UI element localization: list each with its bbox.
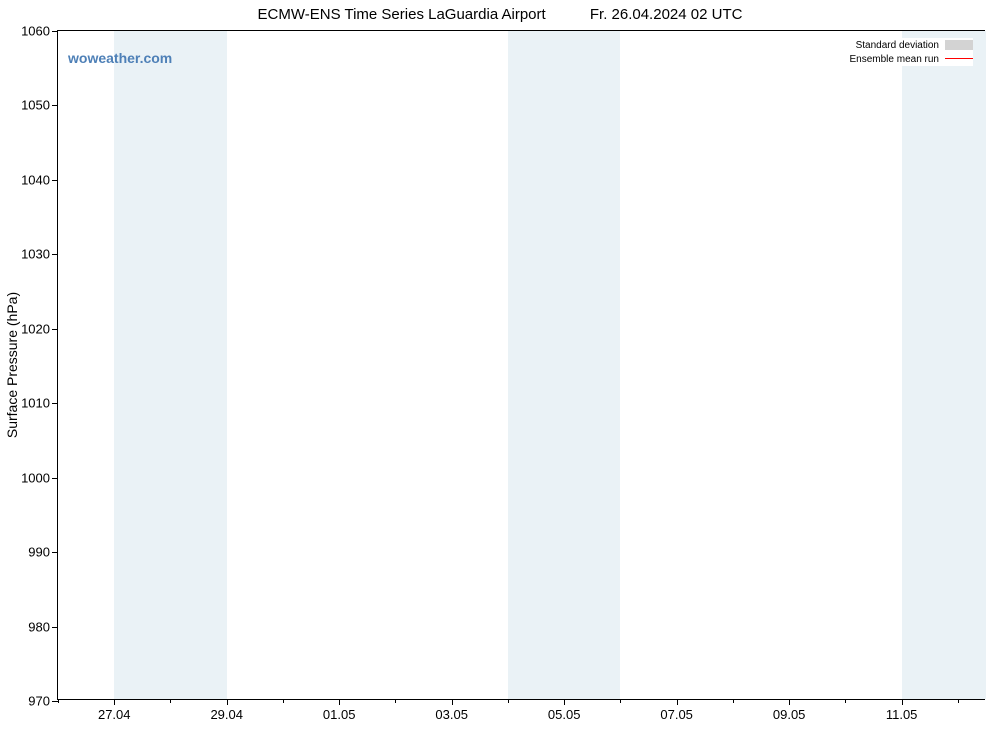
legend-swatch — [945, 40, 973, 50]
x-tick-label: 09.05 — [773, 707, 806, 722]
y-tick-label: 970 — [28, 694, 50, 709]
y-tick-label: 990 — [28, 545, 50, 560]
x-tick-minor — [395, 699, 396, 703]
y-tick — [52, 31, 58, 32]
y-tick — [52, 403, 58, 404]
x-tick-label: 05.05 — [548, 707, 581, 722]
chart-title: ECMW-ENS Time Series LaGuardia Airport F… — [0, 6, 1000, 23]
legend: Standard deviation Ensemble mean run — [850, 38, 974, 66]
y-tick-label: 1040 — [21, 172, 50, 187]
x-tick-label: 07.05 — [660, 707, 693, 722]
x-tick — [339, 699, 340, 705]
y-axis-label: Surface Pressure (hPa) — [4, 292, 20, 438]
y-tick — [52, 478, 58, 479]
x-tick-minor — [58, 699, 59, 703]
x-tick — [114, 699, 115, 705]
y-tick — [52, 254, 58, 255]
x-tick-minor — [845, 699, 846, 703]
x-tick-label: 29.04 — [210, 707, 243, 722]
y-tick — [52, 627, 58, 628]
y-tick-label: 1000 — [21, 470, 50, 485]
legend-label: Ensemble mean run — [850, 54, 940, 65]
legend-entry: Ensemble mean run — [850, 52, 974, 66]
x-tick-minor — [620, 699, 621, 703]
x-tick-minor — [958, 699, 959, 703]
legend-swatch — [945, 58, 973, 60]
x-tick-minor — [170, 699, 171, 703]
x-tick-minor — [733, 699, 734, 703]
x-tick — [677, 699, 678, 705]
y-tick — [52, 552, 58, 553]
chart-title-right: Fr. 26.04.2024 02 UTC — [590, 6, 743, 23]
x-tick — [564, 699, 565, 705]
y-tick-label: 980 — [28, 619, 50, 634]
y-tick-label: 1010 — [21, 396, 50, 411]
weekend-band — [114, 31, 226, 699]
y-tick-label: 1030 — [21, 247, 50, 262]
weekend-band — [902, 31, 986, 699]
x-tick-label: 03.05 — [435, 707, 468, 722]
x-tick-label: 11.05 — [886, 707, 918, 722]
y-tick-label: 1050 — [21, 98, 50, 113]
x-tick-label: 01.05 — [323, 707, 356, 722]
plot-area: 970980990100010101020103010401050106027.… — [57, 30, 985, 700]
x-tick-label: 27.04 — [98, 707, 131, 722]
y-tick — [52, 329, 58, 330]
x-tick — [452, 699, 453, 705]
chart-title-left: ECMW-ENS Time Series LaGuardia Airport — [258, 6, 546, 23]
y-tick-label: 1020 — [21, 321, 50, 336]
x-tick — [902, 699, 903, 705]
x-tick — [789, 699, 790, 705]
x-tick-minor — [283, 699, 284, 703]
y-tick — [52, 180, 58, 181]
legend-label: Standard deviation — [856, 40, 939, 51]
legend-entry: Standard deviation — [850, 38, 974, 52]
x-tick — [227, 699, 228, 705]
weekend-band — [508, 31, 620, 699]
watermark: woweather.com — [68, 50, 172, 66]
y-tick-label: 1060 — [21, 24, 50, 39]
y-tick — [52, 105, 58, 106]
x-tick-minor — [508, 699, 509, 703]
